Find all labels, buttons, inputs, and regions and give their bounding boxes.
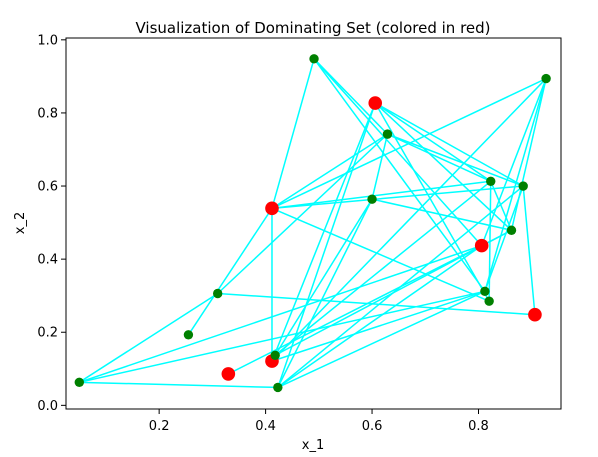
- x-axis: 0.2 0.4 0.6 0.8: [149, 409, 489, 434]
- node-point: [212, 288, 223, 299]
- node-point: [518, 181, 528, 191]
- node-point: [506, 225, 517, 235]
- x-tick-label: 0.8: [468, 419, 489, 434]
- graph-edge: [187, 207, 273, 336]
- graph-edge: [480, 78, 547, 246]
- y-tick-label: 0.0: [37, 399, 58, 414]
- graph-edge: [313, 58, 486, 292]
- dominating-node-point: [265, 201, 279, 216]
- node-point: [270, 350, 280, 360]
- graph-edge: [374, 102, 513, 231]
- graph-edge: [277, 185, 524, 389]
- graph-edge: [313, 58, 483, 247]
- node-point: [486, 176, 496, 186]
- dominating-node-point: [368, 96, 383, 110]
- node-point: [480, 286, 490, 297]
- y-axis: 0.0 0.2 0.4 0.6 0.8 1.0: [37, 33, 66, 414]
- edges-layer: [78, 58, 547, 389]
- graph-edge: [387, 133, 524, 187]
- dominating-node-point: [221, 367, 236, 381]
- node-point: [541, 73, 551, 84]
- graph-edge: [78, 292, 219, 383]
- node-point: [74, 377, 85, 388]
- graph-edge: [217, 133, 388, 295]
- x-axis-label: x_1: [302, 438, 324, 453]
- graph-edge: [277, 244, 483, 389]
- graph-edge: [510, 78, 547, 231]
- graph-edge: [271, 102, 376, 362]
- dominating-node-point: [474, 238, 489, 253]
- graph-edge: [277, 102, 376, 388]
- graph-edge: [277, 290, 486, 389]
- chart-title: Visualization of Dominating Set (colored…: [135, 19, 490, 37]
- graph-edge: [79, 290, 486, 384]
- graph-edge: [79, 244, 482, 384]
- graph-edge: [371, 133, 389, 200]
- x-tick-label: 0.4: [255, 419, 276, 434]
- y-tick-label: 0.4: [37, 253, 58, 268]
- y-tick-label: 0.8: [37, 106, 58, 121]
- node-point: [183, 330, 194, 340]
- graph-edge: [522, 185, 536, 315]
- y-tick-label: 0.2: [37, 326, 58, 341]
- graph-edge: [271, 290, 486, 362]
- graph-edge: [484, 78, 547, 292]
- plot-frame: [65, 37, 562, 410]
- node-point: [382, 129, 393, 139]
- graph-edge: [387, 133, 492, 182]
- x-tick-label: 0.2: [149, 419, 170, 434]
- node-point: [273, 382, 283, 393]
- nodes-layer: [74, 54, 551, 393]
- node-point: [484, 296, 494, 306]
- y-tick-label: 1.0: [37, 33, 58, 48]
- graph-edge: [374, 102, 492, 182]
- node-point: [309, 54, 319, 64]
- graph-edge: [371, 198, 512, 231]
- graph-edge: [227, 244, 483, 375]
- y-axis-label: x_2: [13, 212, 28, 234]
- dominating-node-point: [528, 307, 542, 322]
- graph-edge: [271, 207, 490, 302]
- graph-edge: [274, 180, 492, 356]
- x-tick-label: 0.6: [362, 419, 383, 434]
- y-tick-label: 0.6: [37, 180, 58, 195]
- graph-edge: [488, 181, 492, 302]
- graph-edge: [490, 180, 513, 231]
- graph-edge: [277, 198, 373, 388]
- graph-edge: [271, 78, 547, 362]
- graph-edge: [271, 133, 388, 209]
- graph-edge: [271, 180, 491, 210]
- graph-edge: [79, 381, 278, 389]
- graph-edge: [217, 292, 535, 316]
- node-point: [367, 194, 377, 204]
- graph-edge: [271, 58, 315, 209]
- graph-edge: [274, 198, 373, 356]
- graph-edge: [374, 102, 524, 187]
